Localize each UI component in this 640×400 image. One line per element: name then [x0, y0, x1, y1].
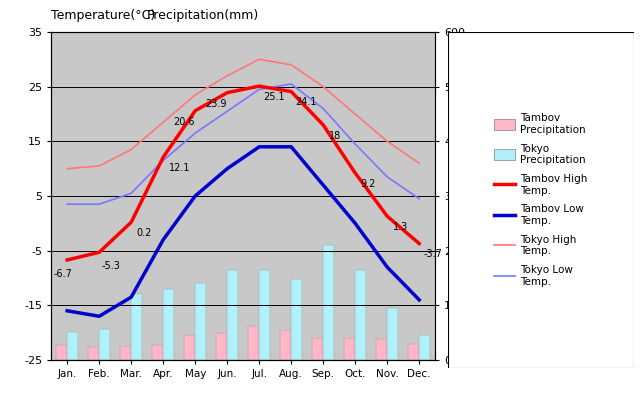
Bar — [259, 270, 270, 360]
Text: 23.9: 23.9 — [205, 98, 227, 108]
Text: -6.7: -6.7 — [53, 269, 72, 279]
Bar — [227, 270, 238, 360]
Bar — [419, 335, 430, 360]
Text: 1.3: 1.3 — [393, 222, 408, 232]
Bar — [195, 284, 206, 360]
Text: 18: 18 — [329, 131, 341, 141]
Bar — [344, 338, 355, 360]
Text: 9.2: 9.2 — [361, 179, 376, 189]
Bar — [312, 338, 323, 360]
Bar — [131, 294, 142, 360]
Bar — [88, 348, 99, 360]
Bar — [248, 326, 259, 360]
Bar — [280, 330, 291, 360]
Text: 0.2: 0.2 — [137, 228, 152, 238]
Text: Temperature(°C): Temperature(°C) — [51, 9, 156, 22]
Bar — [291, 279, 302, 360]
Bar — [323, 245, 334, 360]
Bar — [408, 344, 419, 360]
Bar — [376, 339, 387, 360]
Text: Precipitation(mm): Precipitation(mm) — [147, 9, 259, 22]
Legend: Tambov
Precipitation, Tokyo
Precipitation, Tambov High
Temp., Tambov Low
Temp., : Tambov Precipitation, Tokyo Precipitatio… — [484, 103, 598, 297]
Bar — [163, 289, 174, 360]
Bar — [99, 329, 110, 360]
Bar — [355, 270, 366, 360]
Bar — [184, 335, 195, 360]
Text: -3.7: -3.7 — [424, 250, 442, 260]
Bar — [120, 346, 131, 360]
Bar — [152, 345, 163, 360]
Text: -5.3: -5.3 — [102, 261, 121, 271]
Bar — [387, 308, 398, 360]
Text: 25.1: 25.1 — [264, 92, 285, 102]
Text: 20.6: 20.6 — [173, 117, 195, 127]
Text: 12.1: 12.1 — [169, 163, 190, 173]
Bar — [67, 332, 79, 360]
Bar — [56, 345, 67, 360]
Bar — [216, 333, 227, 360]
Text: 24.1: 24.1 — [296, 98, 317, 108]
